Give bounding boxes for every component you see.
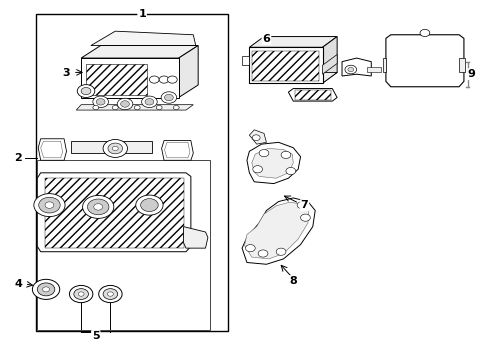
Circle shape — [142, 96, 157, 108]
Circle shape — [108, 143, 122, 154]
Circle shape — [87, 199, 109, 215]
Circle shape — [145, 99, 154, 105]
Polygon shape — [71, 140, 152, 153]
Text: 3: 3 — [62, 68, 70, 78]
Circle shape — [112, 146, 118, 150]
Circle shape — [141, 199, 158, 212]
Circle shape — [93, 96, 108, 108]
Bar — [294, 90, 330, 100]
Polygon shape — [249, 37, 336, 47]
Circle shape — [81, 87, 91, 95]
Circle shape — [167, 76, 177, 83]
Text: 6: 6 — [262, 34, 270, 44]
Circle shape — [107, 292, 113, 296]
Circle shape — [77, 85, 95, 98]
Circle shape — [281, 151, 290, 158]
Circle shape — [103, 139, 127, 157]
Circle shape — [245, 244, 255, 252]
Circle shape — [252, 135, 260, 140]
Circle shape — [159, 76, 168, 83]
Circle shape — [136, 195, 163, 215]
Bar — [36, 14, 228, 331]
Circle shape — [164, 94, 173, 101]
Polygon shape — [178, 45, 198, 98]
Polygon shape — [81, 45, 198, 58]
Polygon shape — [161, 140, 193, 160]
Polygon shape — [458, 58, 464, 72]
Circle shape — [134, 105, 140, 110]
Circle shape — [45, 202, 54, 208]
Polygon shape — [244, 202, 308, 259]
Polygon shape — [288, 89, 336, 101]
Text: 7: 7 — [300, 200, 308, 210]
Circle shape — [347, 67, 353, 72]
Circle shape — [173, 105, 179, 110]
Polygon shape — [383, 58, 385, 72]
Polygon shape — [385, 35, 463, 87]
Circle shape — [82, 195, 114, 219]
Circle shape — [161, 92, 176, 103]
Circle shape — [285, 167, 295, 175]
Circle shape — [32, 279, 60, 300]
Circle shape — [93, 105, 99, 110]
Circle shape — [39, 197, 60, 213]
Polygon shape — [322, 54, 336, 74]
Circle shape — [121, 101, 129, 107]
Circle shape — [156, 105, 162, 110]
Circle shape — [42, 287, 49, 292]
Text: 4: 4 — [14, 279, 22, 289]
Bar — [86, 64, 147, 95]
Polygon shape — [183, 226, 207, 248]
Circle shape — [112, 105, 118, 110]
Circle shape — [117, 98, 133, 110]
Polygon shape — [91, 31, 195, 45]
Polygon shape — [242, 198, 315, 264]
Circle shape — [99, 285, 122, 303]
Polygon shape — [366, 67, 380, 72]
Circle shape — [259, 149, 268, 157]
Circle shape — [37, 283, 55, 296]
Circle shape — [300, 214, 310, 221]
Bar — [44, 178, 183, 248]
Text: 2: 2 — [14, 153, 22, 163]
Circle shape — [103, 289, 118, 300]
Polygon shape — [242, 56, 249, 65]
Circle shape — [74, 289, 88, 300]
Polygon shape — [322, 37, 336, 83]
Text: 8: 8 — [289, 276, 297, 286]
Circle shape — [419, 30, 429, 37]
Circle shape — [258, 250, 267, 257]
Polygon shape — [341, 58, 370, 76]
Circle shape — [78, 292, 84, 296]
Circle shape — [297, 202, 306, 209]
Text: 1: 1 — [138, 9, 146, 19]
Polygon shape — [249, 47, 322, 83]
Text: 9: 9 — [467, 69, 474, 79]
Polygon shape — [249, 130, 266, 144]
Polygon shape — [37, 173, 190, 252]
Polygon shape — [246, 142, 300, 184]
Circle shape — [96, 99, 105, 105]
Circle shape — [34, 194, 65, 217]
Polygon shape — [38, 139, 66, 160]
Bar — [37, 159, 210, 330]
Polygon shape — [251, 148, 293, 178]
Text: 5: 5 — [92, 331, 100, 341]
Circle shape — [69, 285, 93, 303]
Polygon shape — [81, 58, 178, 98]
Circle shape — [149, 76, 159, 83]
Circle shape — [94, 204, 102, 210]
Bar — [251, 51, 319, 81]
Circle shape — [252, 166, 262, 173]
Polygon shape — [249, 72, 336, 83]
Circle shape — [276, 248, 285, 255]
Circle shape — [344, 65, 356, 74]
Polygon shape — [76, 105, 193, 110]
